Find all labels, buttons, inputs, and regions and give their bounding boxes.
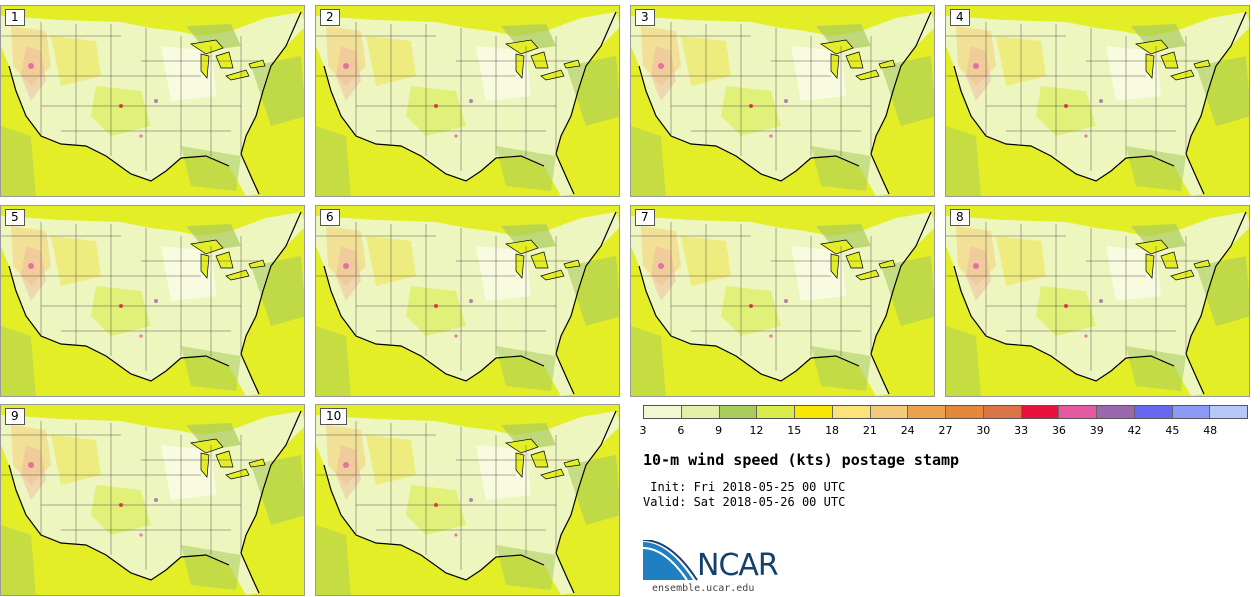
tick-label: 9 <box>715 424 723 437</box>
stamp-panel-2[interactable]: 2 <box>315 5 620 197</box>
stamp-panel-5[interactable]: 5 <box>0 205 305 397</box>
stamp-panel-10[interactable]: 10 <box>315 404 620 596</box>
panel-number: 1 <box>5 9 25 26</box>
tick-label: 15 <box>787 424 802 437</box>
panel-number: 9 <box>5 408 25 425</box>
tick-label: 45 <box>1165 424 1180 437</box>
color-swatch-5 <box>832 406 871 418</box>
plot-title: 10-m wind speed (kts) postage stamp <box>643 451 960 469</box>
map-image <box>946 206 1250 397</box>
color-swatch-1 <box>681 406 720 418</box>
stamp-panel-9[interactable]: 9 <box>0 404 305 596</box>
stamp-panel-8[interactable]: 8 <box>945 205 1250 397</box>
logo-url[interactable]: ensemble.ucar.edu <box>652 583 755 594</box>
map-image <box>946 6 1250 197</box>
tick-label: 3 <box>639 424 647 437</box>
tick-label: 30 <box>976 424 991 437</box>
tick-label: 21 <box>862 424 877 437</box>
map-image <box>316 405 620 596</box>
color-swatch-13 <box>1134 406 1173 418</box>
map-image <box>1 206 305 397</box>
tick-label: 33 <box>1014 424 1029 437</box>
color-swatch-3 <box>757 406 795 418</box>
map-image <box>1 6 305 197</box>
panel-number: 3 <box>635 9 655 26</box>
panel-number: 10 <box>320 408 348 425</box>
tick-label: 24 <box>900 424 915 437</box>
ncar-logo-icon <box>643 540 698 581</box>
tick-label: 42 <box>1127 424 1142 437</box>
tick-label: 36 <box>1051 424 1066 437</box>
panel-number: 2 <box>320 9 340 26</box>
stamp-panel-7[interactable]: 7 <box>630 205 935 397</box>
panel-number: 6 <box>320 209 340 226</box>
color-swatch-9 <box>983 406 1022 418</box>
color-swatch-4 <box>795 406 833 418</box>
color-swatch-14 <box>1172 406 1211 418</box>
init-time: Init: Fri 2018-05-25 00 UTC <box>643 480 846 494</box>
logo-wordmark: NCAR <box>697 548 779 583</box>
tick-label: 27 <box>938 424 953 437</box>
color-swatch-6 <box>870 406 909 418</box>
panel-number: 4 <box>950 9 970 26</box>
tick-label: 48 <box>1203 424 1218 437</box>
color-scale-ticks: 3 6 9 12 15 18 21 24 27 30 33 36 39 42 45 48 <box>639 424 1248 438</box>
color-swatch-15 <box>1210 406 1247 418</box>
tick-label: 18 <box>825 424 840 437</box>
color-swatch-7 <box>908 406 946 418</box>
map-image <box>631 206 935 397</box>
map-image <box>316 206 620 397</box>
tick-label: 39 <box>1089 424 1104 437</box>
stamp-panel-6[interactable]: 6 <box>315 205 620 397</box>
color-swatch-2 <box>719 406 758 418</box>
valid-time: Valid: Sat 2018-05-26 00 UTC <box>643 495 846 509</box>
panel-number: 7 <box>635 209 655 226</box>
map-image <box>316 6 620 197</box>
panel-number: 8 <box>950 209 970 226</box>
color-swatch-8 <box>946 406 984 418</box>
color-swatch-0 <box>644 406 682 418</box>
panel-number: 5 <box>5 209 25 226</box>
stamp-panel-4[interactable]: 4 <box>945 5 1250 197</box>
stamp-panel-3[interactable]: 3 <box>630 5 935 197</box>
tick-label: 6 <box>677 424 685 437</box>
map-image <box>631 6 935 197</box>
color-scale-bar <box>643 405 1248 419</box>
color-swatch-10 <box>1021 406 1060 418</box>
map-image <box>1 405 305 596</box>
tick-label: 12 <box>749 424 764 437</box>
color-swatch-12 <box>1097 406 1135 418</box>
color-swatch-11 <box>1059 406 1097 418</box>
stamp-panel-1[interactable]: 1 <box>0 5 305 197</box>
